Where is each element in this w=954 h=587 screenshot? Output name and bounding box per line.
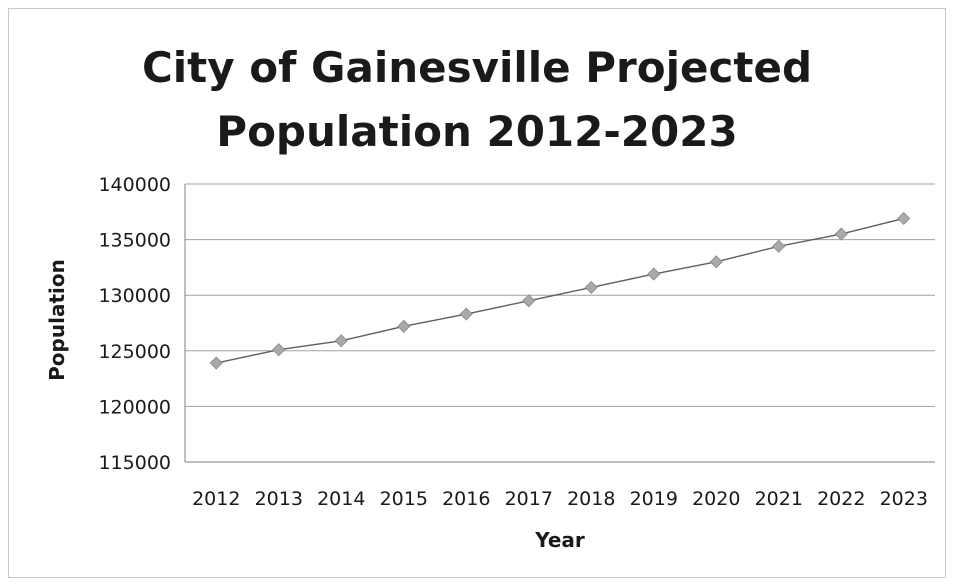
x-tick-label: 2019	[630, 488, 678, 510]
data-point-marker	[897, 211, 911, 226]
axes	[184, 184, 935, 463]
data-point-marker	[272, 343, 286, 357]
x-tick-label: 2022	[817, 488, 865, 510]
chart-frame	[8, 8, 946, 578]
x-tick-label: 2017	[505, 488, 553, 510]
gridlines	[185, 183, 935, 407]
x-tick-label: 2018	[567, 488, 615, 510]
y-tick-label: 115000	[98, 452, 171, 474]
data-point-marker	[584, 280, 598, 294]
data-point-marker	[209, 356, 223, 370]
y-tick-label: 130000	[98, 285, 171, 307]
data-point-marker	[772, 239, 786, 253]
x-tick-label: 2014	[317, 488, 365, 510]
data-point-marker	[522, 294, 536, 308]
series-line	[216, 217, 904, 364]
data-point-marker	[647, 267, 661, 281]
x-tick-label: 2015	[380, 488, 428, 510]
y-tick-label: 120000	[98, 396, 171, 418]
x-axis-title: Year	[534, 528, 585, 552]
y-tick-label: 125000	[98, 341, 171, 363]
y-axis-title: Population	[45, 259, 69, 381]
data-point-marker	[709, 255, 723, 269]
series-population	[209, 211, 911, 370]
x-tick-label: 2012	[192, 488, 240, 510]
data-point-marker	[334, 334, 348, 348]
x-tick-label: 2020	[692, 488, 740, 510]
x-tick-label: 2013	[255, 488, 303, 510]
x-tick-labels: 2012 2013 2014 2015 2016 2017 2018 2019 2020 2021…	[192, 488, 928, 510]
x-tick-label: 2021	[755, 488, 803, 510]
chart-title: City of Gainesville Projected Population…	[141, 43, 813, 156]
y-tick-label: 140000	[98, 174, 171, 196]
y-tick-label: 135000	[98, 230, 171, 252]
data-point-marker	[459, 307, 473, 321]
data-point-marker	[397, 319, 411, 333]
x-tick-label: 2023	[880, 488, 928, 510]
x-tick-label: 2016	[442, 488, 490, 510]
y-tick-labels: 115000 120000 125000 130000 135000 140000	[98, 174, 171, 474]
data-point-marker	[834, 227, 848, 241]
